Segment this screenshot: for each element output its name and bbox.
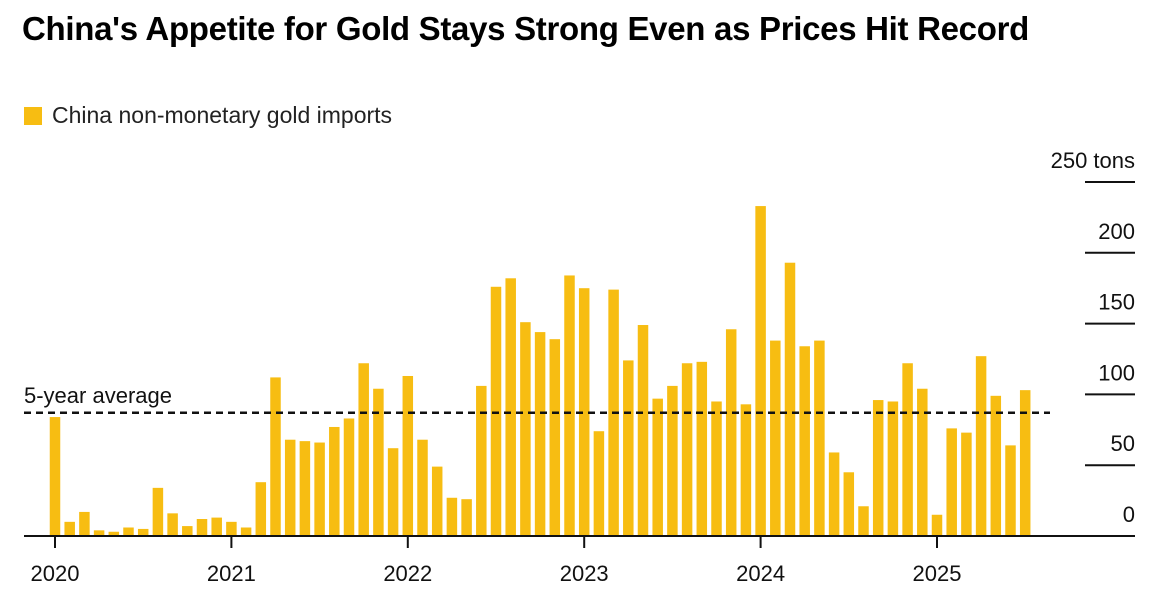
bar xyxy=(152,487,164,536)
legend-label: China non-monetary gold imports xyxy=(52,102,393,128)
bar xyxy=(681,363,693,536)
bar xyxy=(167,513,178,536)
bar xyxy=(93,530,105,536)
bar xyxy=(490,286,502,536)
bar xyxy=(799,346,810,536)
bar xyxy=(931,514,943,536)
bar xyxy=(284,439,296,536)
x-tick-label: 2022 xyxy=(383,561,432,586)
average-label: 5-year average xyxy=(24,383,172,408)
bar xyxy=(431,466,443,536)
bar xyxy=(946,428,957,536)
x-tick-label: 2024 xyxy=(736,561,785,586)
bar xyxy=(1005,445,1016,536)
bar xyxy=(902,363,913,536)
bar xyxy=(578,288,590,536)
x-tick-label: 2023 xyxy=(560,561,609,586)
bar xyxy=(740,404,752,536)
bar xyxy=(211,517,222,536)
bar xyxy=(549,339,561,536)
bar xyxy=(446,497,458,536)
bar xyxy=(358,363,369,536)
y-tick-label: 150 xyxy=(1098,290,1135,315)
bar xyxy=(314,442,325,536)
bar xyxy=(373,388,384,536)
bar xyxy=(137,528,149,536)
y-tick-label: 200 xyxy=(1098,219,1135,244)
bar xyxy=(887,401,899,536)
bar xyxy=(476,385,487,536)
bar xyxy=(843,472,855,536)
bar xyxy=(240,527,252,536)
bar xyxy=(637,325,649,536)
bar xyxy=(828,452,840,536)
bar xyxy=(534,332,546,536)
bar xyxy=(1019,390,1031,536)
bar xyxy=(725,329,737,536)
bar xyxy=(270,377,281,536)
chart-title: China's Appetite for Gold Stays Strong E… xyxy=(22,10,1029,47)
bar xyxy=(593,431,605,536)
bar xyxy=(872,400,884,536)
bar xyxy=(770,340,781,536)
bar xyxy=(652,398,663,536)
y-tick-label: 100 xyxy=(1098,360,1135,385)
bar xyxy=(343,418,355,536)
bar xyxy=(975,356,987,536)
bar xyxy=(64,521,75,536)
bar xyxy=(79,511,90,536)
x-tick-label: 2020 xyxy=(31,561,80,586)
bar xyxy=(182,526,193,536)
y-tick-label: 50 xyxy=(1111,431,1135,456)
bar xyxy=(917,388,928,536)
bar xyxy=(505,278,516,536)
bar xyxy=(858,506,869,536)
bar xyxy=(196,519,208,536)
bar xyxy=(696,361,708,536)
bar xyxy=(784,262,796,536)
bar xyxy=(226,521,237,536)
x-tick-label: 2021 xyxy=(207,561,256,586)
bar xyxy=(387,448,399,536)
bar xyxy=(990,395,1002,536)
bar xyxy=(461,499,472,536)
bar xyxy=(961,432,972,536)
bar xyxy=(123,527,134,536)
bar xyxy=(711,401,722,536)
bar xyxy=(255,482,267,536)
bar xyxy=(108,531,120,536)
bar xyxy=(755,206,766,536)
y-tick-label: 0 xyxy=(1123,502,1135,527)
legend-swatch xyxy=(24,106,42,125)
legend: China non-monetary gold imports xyxy=(24,102,392,129)
bar xyxy=(667,385,678,536)
bar xyxy=(299,441,311,536)
bar xyxy=(623,360,634,536)
x-tick-label: 2025 xyxy=(913,561,962,586)
bar xyxy=(417,439,428,536)
bar xyxy=(402,375,414,536)
bar xyxy=(329,426,340,536)
bar xyxy=(49,417,61,536)
bar xyxy=(520,322,531,536)
bar xyxy=(814,340,825,536)
y-tick-label: 250 tons xyxy=(1051,148,1135,173)
bar xyxy=(564,275,575,536)
